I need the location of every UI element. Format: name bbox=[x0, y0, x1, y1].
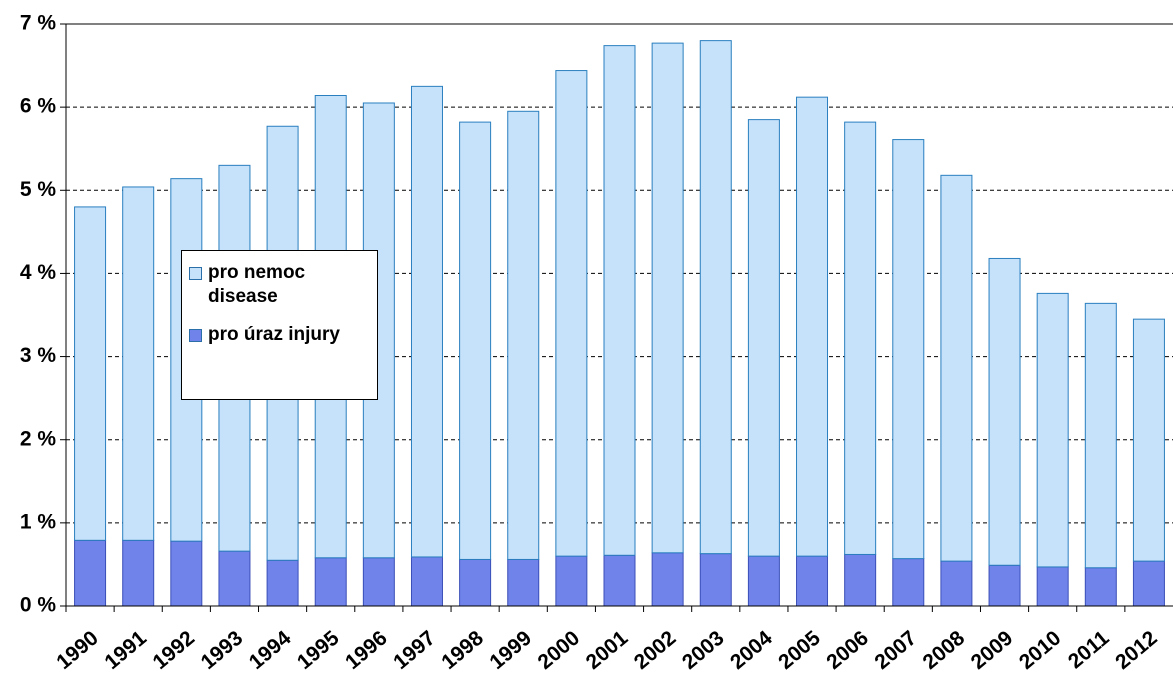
x-tick-label: 1990 bbox=[52, 626, 103, 674]
y-tick-label: 1 % bbox=[20, 510, 57, 533]
x-tick-label: 2008 bbox=[919, 626, 970, 674]
x-tick-label: 2012 bbox=[1111, 626, 1162, 674]
y-tick-label: 4 % bbox=[20, 261, 57, 284]
bar-segment bbox=[747, 119, 780, 557]
bar-segment bbox=[170, 540, 203, 607]
bar-segment bbox=[892, 558, 925, 607]
x-tick-label: 2000 bbox=[534, 626, 585, 674]
bar-segment bbox=[459, 121, 492, 560]
legend-swatch bbox=[189, 329, 202, 342]
x-tick-label: 2010 bbox=[1015, 626, 1066, 674]
bar-segment bbox=[940, 174, 973, 562]
x-tick-label: 1998 bbox=[437, 626, 488, 674]
bar-segment bbox=[74, 539, 107, 607]
x-tick-label: 2007 bbox=[870, 626, 921, 674]
x-tick-label: 2004 bbox=[726, 626, 777, 674]
y-tick-label: 0 % bbox=[20, 594, 57, 617]
legend-item: pro úraz injury bbox=[189, 323, 348, 347]
y-tick-label: 7 % bbox=[20, 12, 57, 35]
bar-segment bbox=[892, 139, 925, 560]
y-tick-label: 2 % bbox=[20, 427, 57, 450]
bar-segment bbox=[844, 121, 877, 555]
x-tick-label: 1994 bbox=[245, 626, 296, 674]
bar-segment bbox=[747, 555, 780, 607]
x-tick-label: 2006 bbox=[822, 626, 873, 674]
bar-segment bbox=[796, 555, 829, 607]
bar-segment bbox=[1036, 292, 1069, 568]
bar-segment bbox=[940, 560, 973, 607]
bar-segment bbox=[1132, 560, 1165, 607]
bar-segment bbox=[651, 42, 684, 554]
x-tick-label: 2009 bbox=[967, 626, 1018, 674]
bar-segment bbox=[651, 552, 684, 607]
y-tick-label: 5 % bbox=[20, 178, 57, 201]
bar-segment bbox=[603, 45, 636, 556]
bar-segment bbox=[122, 539, 155, 607]
bar-segment bbox=[74, 206, 107, 541]
bar-segment bbox=[555, 555, 588, 607]
x-tick-label: 2003 bbox=[678, 626, 729, 674]
bar-segment bbox=[988, 257, 1021, 566]
bar-segment bbox=[603, 554, 636, 607]
bar-segment bbox=[507, 558, 540, 607]
legend-label: pro nemoc disease bbox=[208, 262, 306, 307]
y-tick-label: 3 % bbox=[20, 344, 57, 367]
bar-segment bbox=[988, 564, 1021, 607]
legend-swatch bbox=[189, 267, 202, 280]
bar-segment bbox=[796, 96, 829, 557]
x-tick-label: 1996 bbox=[341, 626, 392, 674]
bar-segment bbox=[1084, 302, 1117, 569]
x-tick-label: 1992 bbox=[149, 626, 200, 674]
legend: pro nemoc disease pro úraz injury bbox=[181, 250, 378, 400]
bar-segment bbox=[410, 85, 443, 558]
bar-segment bbox=[555, 70, 588, 557]
bar-segment bbox=[459, 558, 492, 607]
x-tick-label: 2001 bbox=[582, 626, 633, 674]
x-tick-label: 2005 bbox=[774, 626, 825, 674]
x-tick-label: 2002 bbox=[630, 626, 681, 674]
x-tick-label: 1999 bbox=[485, 626, 536, 674]
bar-segment bbox=[410, 556, 443, 607]
x-tick-label: 1991 bbox=[100, 626, 151, 674]
x-tick-label: 1993 bbox=[197, 626, 248, 674]
bar-segment bbox=[362, 557, 395, 607]
x-tick-label: 2011 bbox=[1064, 626, 1114, 673]
bar-segment bbox=[266, 559, 299, 607]
x-tick-label: 1995 bbox=[293, 626, 344, 674]
bar-segment bbox=[507, 110, 540, 560]
bar-segment bbox=[844, 553, 877, 607]
bar-segment bbox=[218, 550, 251, 607]
legend-label: pro úraz injury bbox=[208, 324, 340, 345]
bar-segment bbox=[1036, 566, 1069, 607]
bar-segment bbox=[314, 557, 347, 607]
bar-segment bbox=[699, 40, 732, 555]
y-tick-label: 6 % bbox=[20, 95, 57, 118]
bar-segment bbox=[699, 553, 732, 607]
legend-item: pro nemoc disease bbox=[189, 261, 348, 309]
bar-segment bbox=[1084, 567, 1117, 607]
x-tick-label: 1997 bbox=[389, 626, 440, 674]
bar-segment bbox=[122, 186, 155, 541]
bar-segment bbox=[1132, 318, 1165, 562]
